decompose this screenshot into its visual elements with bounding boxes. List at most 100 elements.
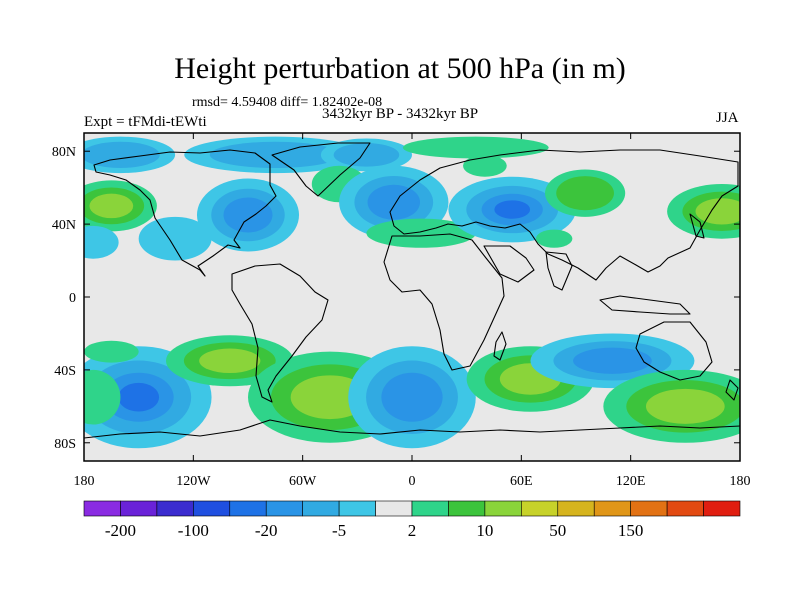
colorbar-swatch	[703, 500, 741, 517]
anomaly-cell-1	[184, 136, 367, 174]
colorbar-swatch	[557, 500, 595, 517]
anomaly-cell-21	[530, 333, 695, 389]
anomaly-contour-level-2	[223, 197, 273, 233]
coastline-eurasia	[389, 149, 739, 281]
coastline-greenland	[271, 142, 371, 197]
colorbar-swatch	[521, 500, 559, 517]
x-tick-label: 60W	[289, 474, 317, 489]
anomaly-cell-14	[84, 225, 119, 259]
anomaly-cell-24	[84, 340, 139, 363]
colorbar-label: 2	[408, 521, 417, 540]
x-tick-label: 120E	[616, 474, 646, 489]
anomaly-cell-3	[402, 136, 549, 159]
coastline-africa	[383, 233, 505, 371]
x-tick-label: 0	[409, 474, 416, 489]
anomaly-contour-level-1	[209, 141, 341, 168]
colorbar-label: -100	[178, 521, 209, 540]
anomaly-contour-level-2	[199, 348, 261, 374]
x-axis: 180 120W 60W 0 60E 120E 180	[74, 133, 751, 489]
y-axis: 80N 40N 0 40S 80S	[52, 145, 740, 452]
experiment-label: Expt = tFMdi-tEWti	[84, 114, 207, 130]
colorbar-swatch	[120, 500, 158, 517]
coastline-south-america	[231, 263, 329, 403]
anomaly-cell-6	[196, 178, 300, 252]
colorbar-swatch	[411, 500, 449, 517]
colorbar-label: -20	[255, 521, 278, 540]
coastlines	[84, 142, 740, 439]
colorbar-label: 10	[476, 521, 493, 540]
anomaly-cell-2	[320, 138, 413, 172]
colorbar-swatch	[229, 500, 267, 517]
x-tick-label: 180	[74, 474, 95, 489]
anomaly-contour-level-0	[463, 154, 507, 177]
colorbar-swatch	[265, 500, 303, 517]
anomaly-contour-level-3	[118, 382, 160, 412]
anomaly-contour-level-0	[84, 369, 121, 425]
coastline-new-zealand	[725, 379, 739, 401]
y-tick-label: 0	[69, 291, 76, 306]
colorbar-label: 150	[618, 521, 644, 540]
y-tick-label: 80S	[54, 437, 76, 452]
anomaly-contour-level-2	[381, 372, 443, 422]
colorbar-swatch	[302, 500, 340, 517]
coastline-india	[545, 251, 573, 291]
colorbar-swatch	[630, 500, 668, 517]
colorbar-label: 50	[549, 521, 566, 540]
anomaly-contour-level-0	[535, 229, 573, 248]
colorbar-swatch	[448, 500, 486, 517]
anomaly-contour-level-0	[84, 340, 139, 363]
anomaly-cell-5	[84, 180, 157, 232]
period-label: 3432kyr BP - 3432kyr BP	[322, 106, 479, 122]
anomaly-contour-level-2	[89, 193, 134, 219]
colorbar-swatch	[375, 500, 413, 517]
coastline-antarctica	[84, 419, 740, 439]
anomaly-cell-19	[348, 346, 476, 449]
anomaly-cell-10	[448, 176, 576, 243]
coastline-australia	[635, 321, 713, 381]
x-tick-label: 180	[730, 474, 751, 489]
anomaly-cell-8	[138, 216, 212, 261]
colorbar-label: -5	[332, 521, 346, 540]
colorbar-swatch	[193, 500, 231, 517]
colorbar-label: -200	[105, 521, 136, 540]
anomaly-contour-level-2	[290, 375, 370, 420]
colorbar-swatch	[83, 500, 121, 517]
anomaly-contour-level-2	[645, 388, 725, 424]
anomaly-contour-level-3	[494, 200, 531, 219]
anomaly-contour-level-0	[138, 216, 212, 261]
coastline-madagascar	[493, 331, 507, 361]
y-tick-label: 80N	[52, 145, 76, 160]
anomaly-contour-level-0	[402, 136, 549, 159]
colorbar-swatch	[484, 500, 522, 517]
colorbar-swatch	[593, 500, 631, 517]
coastline-arabia	[483, 245, 535, 283]
colorbar-swatch	[156, 500, 194, 517]
anomaly-contour-level-1	[84, 141, 160, 168]
rmsd-diff-text: rmsd= 4.59408 diff= 1.82402e-08	[192, 95, 383, 110]
anomaly-contour-level-1	[333, 143, 400, 167]
chart-title: Height perturbation at 500 hPa (in m)	[174, 52, 626, 85]
anomaly-contour-level-2	[573, 347, 652, 374]
anomaly-contour-level-0	[84, 225, 119, 259]
season-label: JJA	[716, 110, 739, 126]
coastline-japan	[689, 213, 705, 239]
coastline-north-america	[93, 149, 277, 277]
y-tick-label: 40S	[54, 364, 76, 379]
colorbar-swatch	[338, 500, 376, 517]
x-tick-label: 60E	[510, 474, 533, 489]
anomaly-cell-22	[603, 369, 740, 443]
anomaly-cell-12	[545, 169, 626, 217]
anomaly-cell-23	[84, 369, 121, 425]
coastline-southeast-asia	[599, 295, 691, 315]
anomaly-cell-15	[535, 229, 573, 248]
anomaly-cell-13	[667, 184, 740, 239]
anomaly-contour-level-2	[367, 184, 421, 220]
anomaly-fields	[84, 136, 740, 449]
colorbar-swatch	[666, 500, 704, 517]
colorbar: -200 -100 -20 -5 2 10 50 150	[83, 500, 741, 540]
anomaly-cell-11	[463, 154, 507, 177]
y-tick-label: 40N	[52, 218, 76, 233]
x-tick-label: 120W	[176, 474, 211, 489]
anomaly-cell-0	[84, 136, 176, 174]
